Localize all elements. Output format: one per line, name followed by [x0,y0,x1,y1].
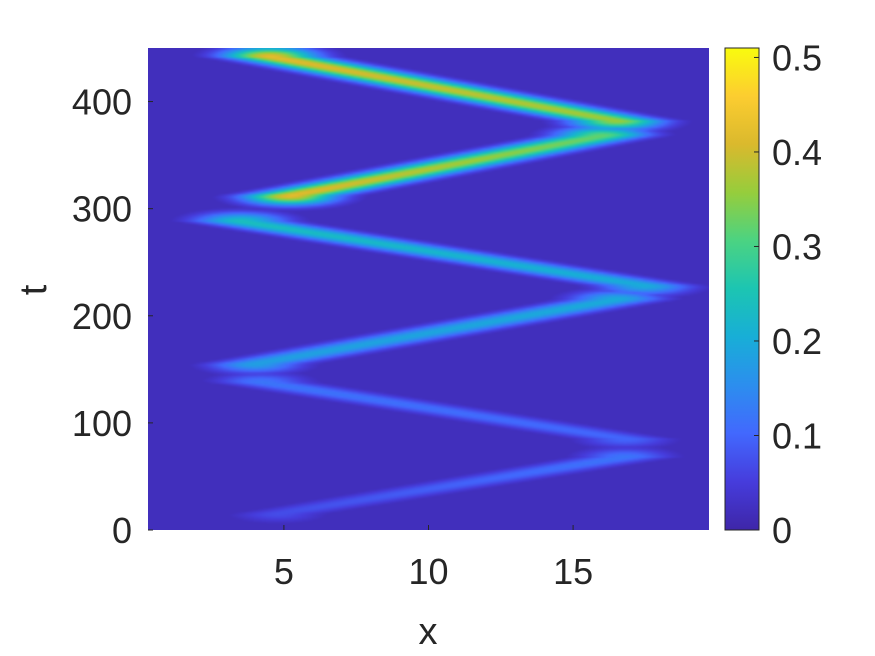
y-tick-label: 200 [72,296,132,337]
x-axis-ticks: 5 10 15 [274,525,593,592]
plot-area [148,48,709,530]
y-tick-label: 300 [72,189,132,230]
colorbar-tick-label: 0.3 [772,226,822,267]
x-tick-label: 5 [274,551,294,592]
x-tick-label: 15 [553,551,593,592]
y-tick-label: 100 [72,403,132,444]
colorbar-tick-label: 0 [772,510,792,551]
heatmap-image [148,48,709,530]
y-axis-ticks: 0 100 200 300 400 [72,82,153,551]
y-tick-label: 0 [112,510,132,551]
x-axis-label: x [419,611,438,653]
y-tick-label: 400 [72,82,132,123]
colorbar-gradient [725,48,759,530]
colorbar-tick-label: 0.2 [772,321,822,362]
colorbar-ticks: 0 0.1 0.2 0.3 0.4 0.5 [754,37,822,551]
colorbar-tick-label: 0.4 [772,132,822,173]
colorbar-tick-label: 0.5 [772,37,822,78]
x-tick-label: 10 [408,551,448,592]
colorbar-border [724,47,760,531]
y-axis-label: t [13,284,55,295]
colorbar-tick-label: 0.1 [772,415,822,456]
colorbar: 0 0.1 0.2 0.3 0.4 0.5 [724,37,822,551]
